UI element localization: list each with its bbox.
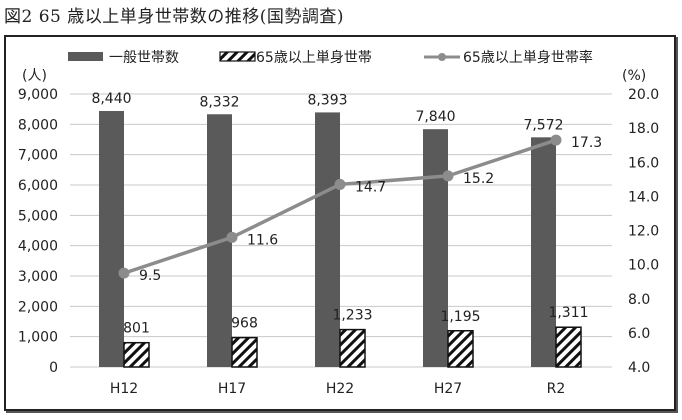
left-tick-label: 5,000: [18, 208, 58, 224]
left-tick-label: 7,000: [18, 148, 58, 164]
right-tick-label: 14.0: [628, 189, 659, 205]
legend: 一般世帯数 65歳以上単身世帯 65歳以上単身世帯率: [68, 49, 593, 66]
left-tick-label: 1,000: [18, 330, 58, 346]
elderly-single-households-value: 1,311: [548, 305, 588, 321]
legend-marker-icon: [438, 53, 446, 61]
rate-marker-icon: [334, 178, 346, 190]
left-axis-ticks: 0 1,000 2,000 3,000 4,000 5,000 6,000 7,000 8,00…: [18, 87, 58, 376]
elderly-single-households-value: 968: [231, 316, 258, 332]
left-tick-label: 6,000: [18, 178, 58, 194]
right-tick-label: 12.0: [628, 224, 659, 240]
left-tick-label: 9,000: [18, 87, 58, 103]
rate-marker-icon: [442, 170, 454, 182]
x-axis-label: R2: [547, 381, 566, 397]
left-tick-label: 0: [49, 360, 58, 376]
legend-swatch-gray-bar-icon: [68, 52, 103, 61]
general-households-bar: [531, 137, 556, 367]
general-households-bar: [99, 110, 124, 367]
left-tick-label: 4,000: [18, 239, 58, 255]
right-tick-label: 20.0: [628, 87, 659, 103]
bars: 8,440 801 8,332 968 8,393 1,233 7,840 1,195 7,57…: [91, 91, 589, 368]
rate-line: 9.5 11.6 14.7 15.2 17.3: [118, 134, 602, 284]
legend-item-general-households[interactable]: 一般世帯数: [68, 50, 179, 66]
legend-swatch-hatched-bar-icon: [219, 51, 256, 62]
general-households-value: 8,393: [307, 92, 347, 108]
gridlines: [70, 93, 612, 368]
right-tick-label: 16.0: [628, 155, 659, 171]
general-households-value: 8,332: [199, 94, 239, 110]
legend-label: 65歳以上単身世帯: [256, 50, 372, 66]
rate-value: 9.5: [139, 268, 161, 284]
x-axis-labels: H12 H17 H22 H27 R2: [110, 381, 565, 397]
right-tick-label: 10.0: [628, 258, 659, 274]
left-tick-label: 3,000: [18, 269, 58, 285]
general-households-bar: [423, 129, 448, 367]
bar-group-h12: 8,440 801: [91, 91, 150, 368]
elderly-single-households-value: 1,195: [440, 309, 480, 325]
rate-value: 15.2: [463, 171, 494, 187]
legend-label: 一般世帯数: [109, 50, 179, 66]
bar-group-r2: 7,572 1,311: [523, 117, 589, 368]
elderly-single-households-bar: [447, 330, 474, 368]
bar-group-h22: 8,393 1,233: [307, 92, 373, 368]
right-axis-unit: (%): [622, 68, 646, 84]
rate-value: 11.6: [247, 232, 278, 248]
legend-item-elderly-single-rate[interactable]: 65歳以上単身世帯率: [424, 49, 593, 66]
x-axis-label: H12: [110, 381, 138, 397]
right-axis-ticks: 4.0 6.0 8.0 10.0 12.0 14.0 16.0 18.0 20.0: [628, 87, 659, 376]
elderly-single-households-value: 1,233: [332, 308, 372, 324]
left-tick-label: 2,000: [18, 299, 58, 315]
legend-item-elderly-single-households[interactable]: 65歳以上単身世帯: [219, 50, 372, 66]
general-households-value: 8,440: [91, 91, 131, 107]
x-axis-label: H22: [326, 381, 354, 397]
general-households-value: 7,840: [415, 109, 455, 125]
rate-marker-icon: [226, 231, 238, 243]
rate-value: 17.3: [571, 135, 602, 151]
right-tick-label: 6.0: [628, 326, 650, 342]
left-tick-label: 8,000: [18, 117, 58, 133]
general-households-value: 7,572: [523, 117, 563, 133]
bar-group-h27: 7,840 1,195: [415, 109, 481, 368]
right-tick-label: 8.0: [628, 292, 650, 308]
rate-marker-icon: [118, 267, 130, 279]
rate-marker-icon: [550, 134, 562, 146]
elderly-single-households-bar: [555, 326, 582, 368]
elderly-single-households-value: 801: [123, 321, 150, 337]
elderly-single-households-bar: [123, 341, 150, 368]
left-axis-unit: (人): [22, 68, 47, 84]
right-tick-label: 18.0: [628, 121, 659, 137]
rate-value: 14.7: [355, 179, 386, 195]
elderly-single-households-bar: [231, 336, 258, 368]
x-axis-label: H17: [218, 381, 246, 397]
general-households-bar: [315, 112, 340, 368]
legend-label: 65歳以上単身世帯率: [463, 49, 593, 66]
x-axis-label: H27: [434, 381, 462, 397]
right-tick-label: 4.0: [628, 360, 650, 376]
figure-title: 図2 65 歳以上単身世帯数の推移(国勢調査): [4, 7, 345, 27]
elderly-single-households-bar: [339, 328, 366, 368]
